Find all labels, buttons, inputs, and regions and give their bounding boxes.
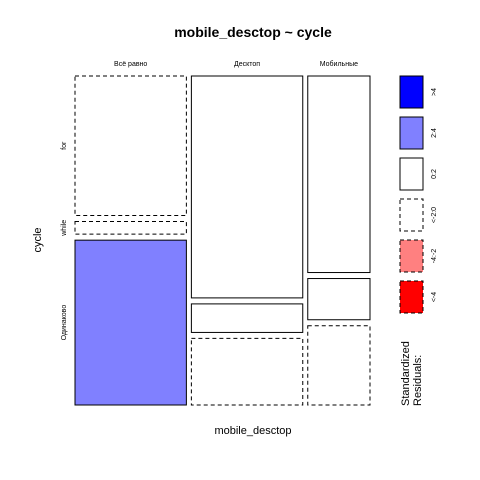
legend-label-1: >4 <box>431 88 438 96</box>
mosaic-cell-мобильные-одинаково <box>307 325 371 406</box>
mosaic-cell-мобильные-for <box>307 75 371 274</box>
row-labels: for while Одинаково <box>61 141 68 340</box>
chart-title: mobile_desctop ~ cycle <box>174 24 332 40</box>
column-labels: Всё равно Десктоп Мобильные <box>114 60 358 68</box>
row-label-2: while <box>61 220 68 237</box>
y-axis-label: cycle <box>32 227 44 252</box>
column-label-3: Мобильные <box>320 60 358 68</box>
legend-swatch-2 <box>399 116 424 150</box>
legend-swatch-5 <box>399 239 424 273</box>
legend-label-6: <-4 <box>431 292 438 302</box>
mosaic-cell-десктоп-while <box>190 303 304 333</box>
mosaic-cell-всё-равно-while <box>74 220 187 235</box>
legend-swatch-1 <box>399 75 424 109</box>
legend-label-3: 0:2 <box>431 169 438 179</box>
column-label-1: Всё равно <box>114 61 147 68</box>
row-label-1: for <box>61 141 68 150</box>
legend-swatch-3 <box>399 157 424 191</box>
mosaic-cell-мобильные-while <box>307 278 371 321</box>
legend-label-4: <-2:0 <box>431 207 438 223</box>
legend: >4 2:4 0:2 <-2:0 -4:-2 <-4 <box>399 75 438 314</box>
legend-title: Standardized Residuals: <box>400 338 424 406</box>
legend-label-5: -4:-2 <box>431 249 438 264</box>
column-label-2: Десктоп <box>234 61 260 68</box>
mosaic-cell-всё-равно-for <box>74 75 187 216</box>
mosaic-cells <box>74 75 371 406</box>
row-label-3: Одинаково <box>61 305 68 341</box>
legend-swatch-6 <box>399 280 424 314</box>
legend-label-2: 2:4 <box>431 128 438 138</box>
legend-title-line-1: Standardized <box>400 341 412 406</box>
mosaic-cell-всё-равно-одинаково <box>74 239 187 406</box>
legend-swatch-4 <box>399 198 424 232</box>
mosaic-cell-десктоп-for <box>190 75 304 299</box>
mosaic-cell-десктоп-одинаково <box>190 337 304 406</box>
legend-title-line-2: Residuals: <box>412 355 424 406</box>
x-axis-label: mobile_desctop <box>214 425 291 437</box>
